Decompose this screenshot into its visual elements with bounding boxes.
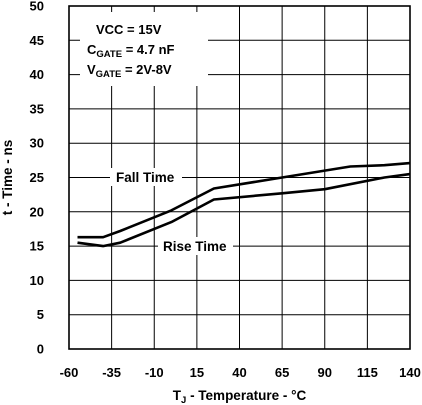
x-tick-label: 65 — [275, 365, 289, 380]
x-axis-title-suffix: - Temperature - °C — [186, 388, 306, 403]
y-tick-label: 50 — [30, 0, 44, 14]
x-axis-title-subscript: J — [181, 395, 186, 405]
plot-frame — [68, 5, 411, 350]
y-tick-label: 30 — [30, 136, 44, 151]
y-tick-label: 25 — [30, 170, 44, 185]
y-tick-label: 20 — [30, 204, 44, 219]
y-tick-label: 40 — [30, 67, 44, 82]
x-tick-label: -35 — [102, 365, 121, 380]
grid — [68, 5, 411, 350]
condition-vgate: VGATE = 2V-8V — [87, 62, 172, 80]
x-tick-labels: -60 -35 -10 15 40 65 90 115 140 — [60, 365, 421, 380]
y-tick-label: 0 — [37, 342, 44, 357]
series-label-rise-time: Rise Time — [163, 239, 227, 254]
x-axis-title-prefix: T — [173, 388, 182, 403]
y-tick-label: 15 — [30, 239, 44, 254]
series-lines — [77, 161, 411, 248]
x-tick-label: 90 — [318, 365, 332, 380]
fall-time-label-background — [110, 168, 182, 186]
y-tick-label: 45 — [30, 33, 44, 48]
series-line-fall-time — [77, 161, 411, 239]
x-tick-label: 140 — [399, 365, 421, 380]
conditions-box — [80, 12, 208, 86]
x-tick-label: 15 — [190, 365, 204, 380]
y-tick-label: 5 — [37, 307, 44, 322]
rise-time-label-background — [158, 237, 233, 255]
x-axis-title: TJ - Temperature - °C — [173, 388, 307, 405]
condition-cgate: CGATE = 4.7 nF — [87, 42, 175, 60]
series-label-fall-time: Fall Time — [116, 170, 175, 185]
x-tick-label: -60 — [60, 365, 79, 380]
x-tick-label: -10 — [145, 365, 164, 380]
condition-vcc: VCC = 15V — [96, 22, 162, 37]
x-tick-label: 40 — [232, 365, 246, 380]
y-axis-title: t - Time - ns — [0, 140, 15, 216]
y-tick-label: 35 — [30, 101, 44, 116]
test-conditions: VCC = 15V CGATE = 4.7 nF VGATE = 2V-8V — [87, 22, 175, 80]
y-tick-labels: 0 5 10 15 20 25 30 35 40 45 50 — [30, 0, 44, 357]
y-tick-label: 10 — [30, 273, 44, 288]
x-tick-label: 115 — [357, 365, 378, 380]
series-line-rise-time — [77, 172, 411, 248]
